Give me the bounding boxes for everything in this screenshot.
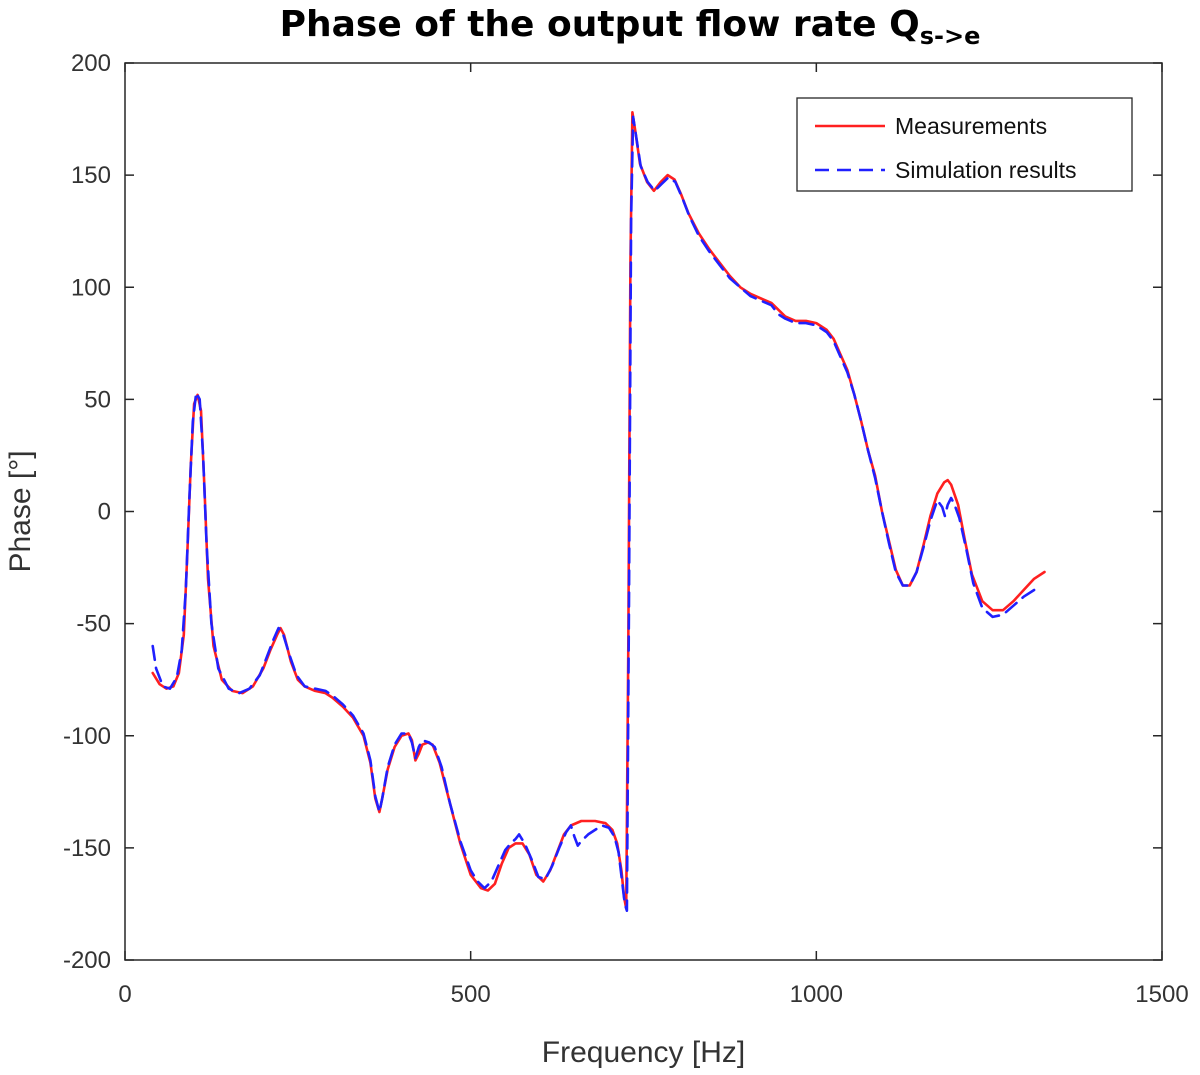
x-tick-label: 500	[451, 981, 491, 1008]
x-tick-label: 1000	[790, 981, 843, 1008]
x-axis-label: Frequency [Hz]	[542, 1036, 745, 1069]
axes-frame	[124, 62, 1163, 961]
legend-box	[796, 97, 1133, 192]
legend-label: Measurements	[895, 113, 1047, 139]
y-tick-label: 50	[84, 386, 111, 413]
y-tick-label: -50	[76, 611, 111, 638]
series-layer	[151, 111, 1046, 912]
x-tick-label: 0	[118, 981, 131, 1008]
x-tick-label: 1500	[1135, 981, 1188, 1008]
series-line-simulation	[151, 115, 1036, 912]
y-tick-label: -200	[63, 947, 111, 974]
axis-ticks: 0 500 1000 1500 -200 -150 -100 -50 0 50 100 150 200	[63, 50, 1189, 1008]
y-axis-label: Phase [°]	[4, 450, 37, 572]
legend: Measurements Simulation results	[796, 97, 1133, 192]
legend-label: Simulation results	[895, 157, 1077, 183]
y-tick-label: 200	[71, 50, 111, 77]
y-tick-label: -100	[63, 723, 111, 750]
y-tick-label: 0	[98, 499, 111, 526]
chart-title: Phase of the output flow rate Qs->e	[0, 4, 1200, 50]
plot-area	[124, 62, 1163, 961]
y-tick-label: 150	[71, 162, 111, 189]
chart-title-main: Phase of the output flow rate Q	[279, 4, 920, 45]
y-tick-label: 100	[71, 274, 111, 301]
chart-title-subscript: s->e	[919, 22, 981, 50]
y-tick-label: -150	[63, 835, 111, 862]
